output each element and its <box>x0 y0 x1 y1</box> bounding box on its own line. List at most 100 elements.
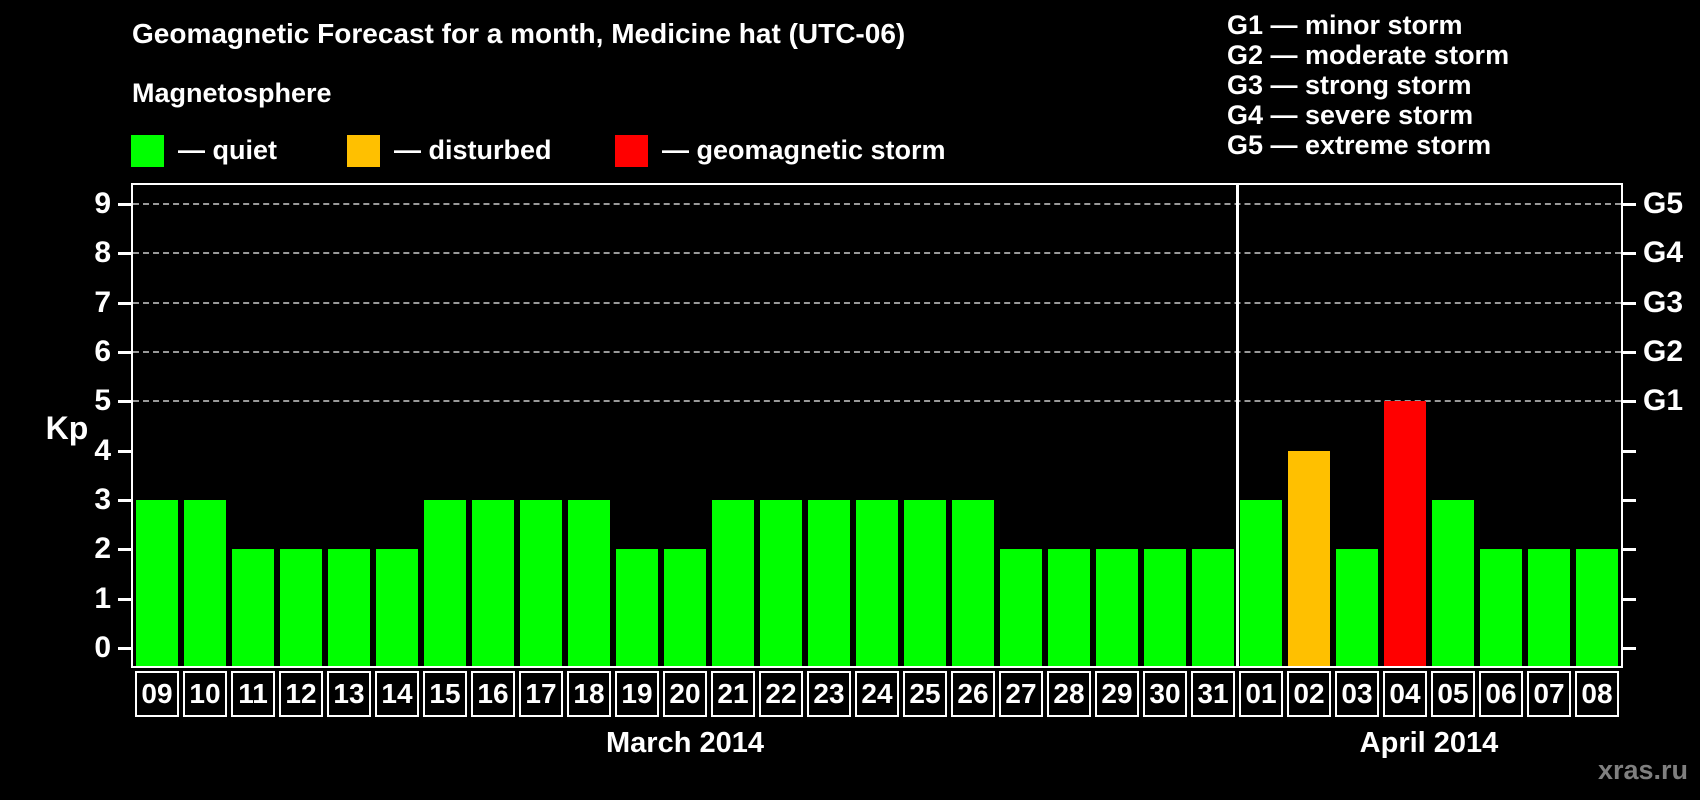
kp-bar-day-29 <box>1096 549 1138 666</box>
y-axis-tick-left-3 <box>118 499 131 502</box>
g-axis-label-g2: G2 <box>1643 335 1684 368</box>
day-label-cell-12: 12 <box>279 671 323 717</box>
day-label-cell-13: 13 <box>327 671 371 717</box>
kp-bar-day-19 <box>616 549 658 666</box>
g-axis-label-g1: G1 <box>1643 384 1684 418</box>
y-axis-label-6: 6 <box>94 335 111 368</box>
page-title: Geomagnetic Forecast for a month, Medici… <box>132 18 906 49</box>
kp-bar-day-03 <box>1336 549 1378 666</box>
kp-bar-day-10 <box>184 500 226 666</box>
day-label-cell-16: 16 <box>471 671 515 717</box>
day-label-cell-10: 10 <box>183 671 227 717</box>
y-axis-tick-right-5 <box>1623 400 1636 404</box>
day-label-cell-17: 17 <box>519 671 563 717</box>
y-axis-tick-right-3 <box>1623 499 1636 502</box>
y-axis-label-1: 1 <box>94 581 111 615</box>
g3-legend-line: G3 — strong storm <box>1227 70 1472 100</box>
legend-label-storm: — geomagnetic storm <box>662 135 946 165</box>
y-axis-tick-left-7 <box>118 301 131 305</box>
day-label-cell-28: 28 <box>1047 671 1091 717</box>
g1-legend-line: G1 — minor storm <box>1227 10 1463 40</box>
kp-bar-day-02 <box>1288 450 1330 666</box>
kp-bar-day-05 <box>1432 500 1474 666</box>
g4-legend-line: G4 — severe storm <box>1227 100 1474 130</box>
y-axis-tick-right-8 <box>1623 252 1636 256</box>
y-axis-tick-left-8 <box>118 252 131 256</box>
y-axis-tick-right-6 <box>1623 351 1636 354</box>
y-axis-label-0: 0 <box>94 631 111 664</box>
day-label-cell-11: 11 <box>231 671 275 717</box>
day-label-cell-19: 19 <box>615 671 659 717</box>
day-label-cell-08: 08 <box>1575 671 1619 717</box>
y-axis-tick-left-5 <box>118 400 131 404</box>
kp-bar-day-17 <box>520 500 562 666</box>
kp-bar-day-23 <box>808 500 850 666</box>
day-label-cell-20: 20 <box>663 671 707 717</box>
y-axis-label-8: 8 <box>94 236 111 270</box>
y-axis-label-3: 3 <box>94 483 111 516</box>
g-axis-label-g5: G5 <box>1643 187 1684 220</box>
quiet-color-swatch <box>131 134 164 167</box>
y-axis-tick-left-0 <box>118 647 131 650</box>
kp-bar-day-21 <box>712 500 754 666</box>
storm-color-swatch <box>615 134 648 167</box>
y-axis-label-2: 2 <box>94 532 111 566</box>
y-axis-tick-right-4 <box>1623 449 1636 453</box>
legend-item-quiet: — quiet <box>131 134 277 167</box>
y-axis-label-7: 7 <box>94 285 111 319</box>
plot-area <box>131 183 1623 668</box>
day-label-cell-21: 21 <box>711 671 755 717</box>
day-label-cell-26: 26 <box>951 671 995 717</box>
gridline-kp-6 <box>133 351 1621 353</box>
y-axis-tick-left-4 <box>118 449 131 453</box>
y-axis-tick-right-9 <box>1623 203 1636 206</box>
day-label-cell-03: 03 <box>1335 671 1379 717</box>
kp-bar-day-16 <box>472 500 514 666</box>
g-scale-legend: G1 — minor storm G2 — moderate storm G3 … <box>1227 10 1509 160</box>
kp-bar-day-14 <box>376 549 418 666</box>
kp-bar-day-20 <box>664 549 706 666</box>
kp-bar-day-25 <box>904 500 946 666</box>
day-label-cell-01: 01 <box>1239 671 1283 717</box>
kp-bar-day-30 <box>1144 549 1186 666</box>
gridline-kp-8 <box>133 252 1621 255</box>
day-label-cell-22: 22 <box>759 671 803 717</box>
y-axis-tick-left-1 <box>118 597 131 601</box>
day-label-cell-29: 29 <box>1095 671 1139 717</box>
y-axis-tick-right-2 <box>1623 548 1636 552</box>
day-label-cell-18: 18 <box>567 671 611 717</box>
gridline-kp-9 <box>133 203 1621 205</box>
kp-bar-day-31 <box>1192 549 1234 666</box>
month-label-0: March 2014 <box>606 727 764 759</box>
kp-bar-day-24 <box>856 500 898 666</box>
watermark: xras.ru <box>1597 755 1688 785</box>
legend-label-quiet: — quiet <box>178 135 277 165</box>
legend-item-disturbed: — disturbed <box>347 134 552 167</box>
legend-item-storm: — geomagnetic storm <box>615 134 946 167</box>
y-axis-label-5: 5 <box>94 384 111 418</box>
y-axis-label-4: 4 <box>94 433 111 467</box>
y-axis-tick-right-7 <box>1623 301 1636 305</box>
kp-bar-day-15 <box>424 500 466 666</box>
disturbed-color-swatch <box>347 134 380 167</box>
kp-bar-day-06 <box>1480 549 1522 666</box>
day-label-cell-04: 04 <box>1383 671 1427 717</box>
y-axis-title: Kp <box>45 410 89 446</box>
kp-bar-day-12 <box>280 549 322 666</box>
month-separator-line <box>1235 185 1239 666</box>
kp-bar-day-04 <box>1384 401 1426 666</box>
day-label-cell-05: 05 <box>1431 671 1475 717</box>
kp-bar-day-08 <box>1576 549 1618 666</box>
kp-bar-day-28 <box>1048 549 1090 666</box>
magnetosphere-label: Magnetosphere <box>132 78 332 108</box>
day-label-cell-30: 30 <box>1143 671 1187 717</box>
y-axis-tick-right-1 <box>1623 597 1636 601</box>
g-axis-label-g4: G4 <box>1643 236 1684 270</box>
kp-bar-day-18 <box>568 500 610 666</box>
kp-bar-day-26 <box>952 500 994 666</box>
day-label-cell-23: 23 <box>807 671 851 717</box>
y-axis-tick-left-6 <box>118 351 131 354</box>
day-label-cell-06: 06 <box>1479 671 1523 717</box>
kp-bar-day-11 <box>232 549 274 666</box>
